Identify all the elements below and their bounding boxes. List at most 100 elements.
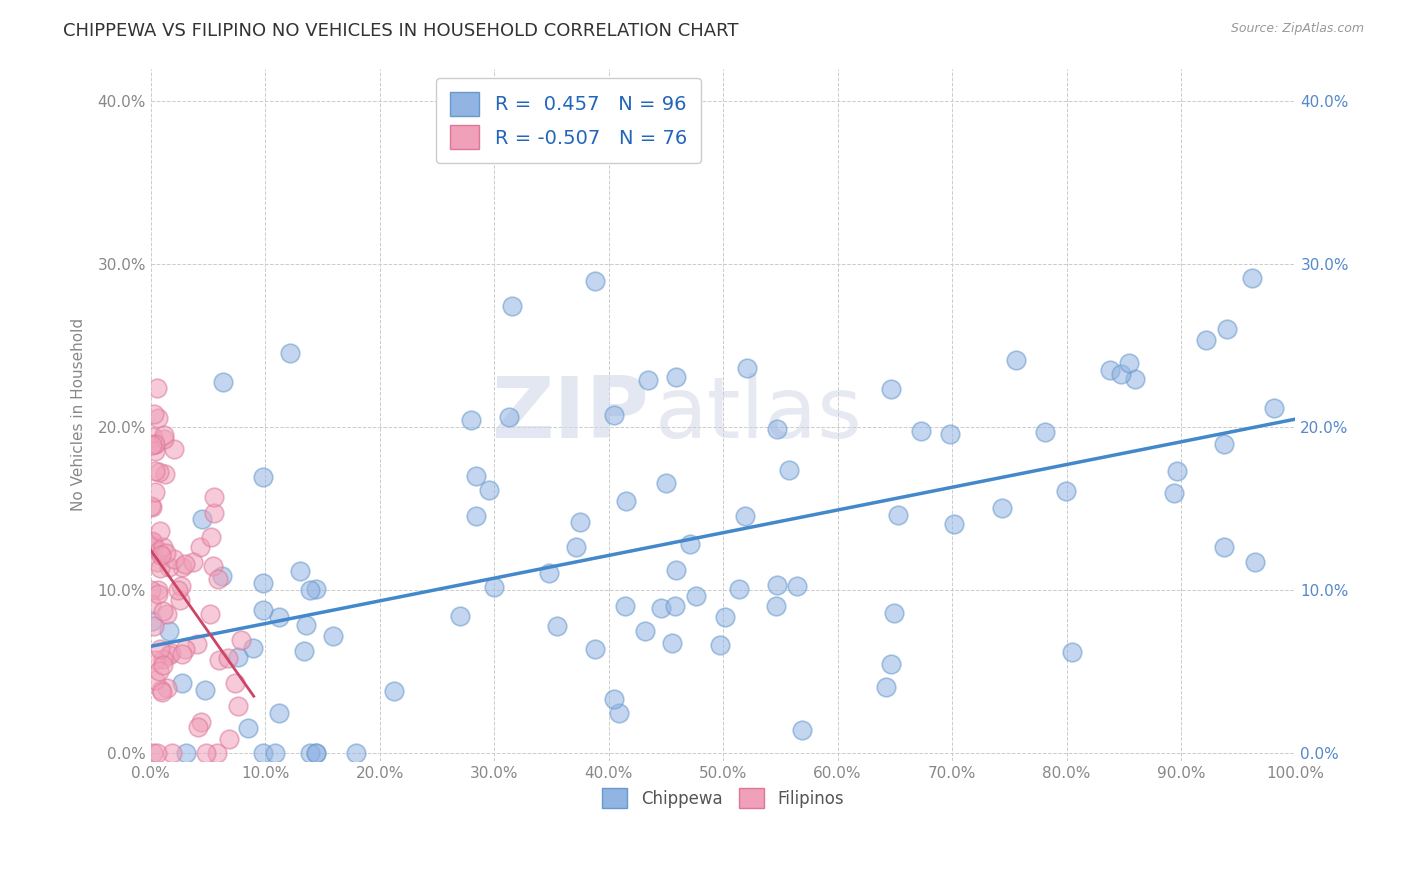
- Point: [143, 407, 166, 421]
- Point: [174, 746, 197, 760]
- Text: atlas: atlas: [654, 373, 862, 457]
- Point: [1123, 372, 1146, 386]
- Point: [187, 720, 209, 734]
- Point: [143, 437, 166, 451]
- Point: [664, 599, 686, 613]
- Point: [217, 651, 239, 665]
- Point: [1216, 321, 1239, 335]
- Point: [149, 524, 172, 539]
- Point: [150, 548, 173, 562]
- Point: [938, 426, 960, 441]
- Point: [1263, 401, 1285, 415]
- Point: [655, 475, 678, 490]
- Point: [212, 375, 235, 389]
- Point: [1060, 645, 1083, 659]
- Point: [143, 444, 166, 458]
- Point: [156, 681, 179, 696]
- Point: [186, 637, 208, 651]
- Point: [170, 647, 193, 661]
- Point: [202, 506, 225, 520]
- Text: ZIP: ZIP: [491, 373, 648, 457]
- Point: [149, 682, 172, 697]
- Point: [294, 618, 316, 632]
- Point: [146, 582, 169, 597]
- Point: [200, 530, 222, 544]
- Point: [1213, 540, 1236, 554]
- Point: [766, 577, 789, 591]
- Point: [172, 676, 194, 690]
- Point: [143, 653, 166, 667]
- Point: [148, 543, 170, 558]
- Point: [242, 640, 264, 655]
- Point: [1212, 436, 1234, 450]
- Point: [942, 517, 965, 532]
- Point: [142, 430, 165, 444]
- Point: [1033, 425, 1056, 440]
- Point: [169, 593, 191, 607]
- Point: [607, 706, 630, 720]
- Point: [735, 360, 758, 375]
- Point: [633, 624, 655, 638]
- Point: [167, 582, 190, 597]
- Point: [464, 508, 486, 523]
- Point: [728, 582, 751, 596]
- Point: [501, 299, 523, 313]
- Point: [218, 732, 240, 747]
- Point: [181, 555, 204, 569]
- Point: [1244, 555, 1267, 569]
- Point: [478, 483, 501, 497]
- Point: [174, 642, 197, 657]
- Point: [1099, 362, 1122, 376]
- Point: [322, 629, 344, 643]
- Point: [910, 424, 932, 438]
- Point: [765, 599, 787, 613]
- Point: [305, 746, 328, 760]
- Point: [252, 746, 274, 760]
- Point: [1118, 356, 1140, 370]
- Point: [1004, 352, 1026, 367]
- Point: [876, 680, 898, 694]
- Point: [778, 463, 800, 477]
- Point: [1195, 333, 1218, 347]
- Point: [142, 539, 165, 553]
- Point: [298, 583, 321, 598]
- Point: [231, 632, 253, 647]
- Point: [252, 576, 274, 591]
- Point: [207, 653, 229, 667]
- Point: [142, 535, 165, 549]
- Point: [264, 746, 287, 760]
- Point: [198, 607, 221, 621]
- Point: [546, 619, 568, 633]
- Point: [146, 411, 169, 425]
- Point: [139, 583, 162, 598]
- Point: [665, 369, 688, 384]
- Point: [152, 604, 174, 618]
- Point: [464, 469, 486, 483]
- Point: [141, 500, 163, 514]
- Point: [583, 274, 606, 288]
- Point: [173, 558, 195, 572]
- Point: [148, 664, 170, 678]
- Point: [661, 636, 683, 650]
- Point: [152, 652, 174, 666]
- Point: [149, 561, 172, 575]
- Point: [252, 470, 274, 484]
- Point: [1240, 271, 1263, 285]
- Point: [665, 563, 688, 577]
- Point: [880, 382, 903, 396]
- Point: [252, 603, 274, 617]
- Point: [887, 508, 910, 523]
- Point: [157, 560, 180, 574]
- Point: [142, 746, 165, 760]
- Point: [290, 565, 312, 579]
- Point: [194, 683, 217, 698]
- Point: [382, 684, 405, 698]
- Point: [150, 685, 173, 699]
- Point: [148, 466, 170, 480]
- Point: [159, 647, 181, 661]
- Point: [292, 644, 315, 658]
- Point: [238, 721, 260, 735]
- Point: [269, 706, 291, 720]
- Point: [766, 422, 789, 436]
- Point: [191, 511, 214, 525]
